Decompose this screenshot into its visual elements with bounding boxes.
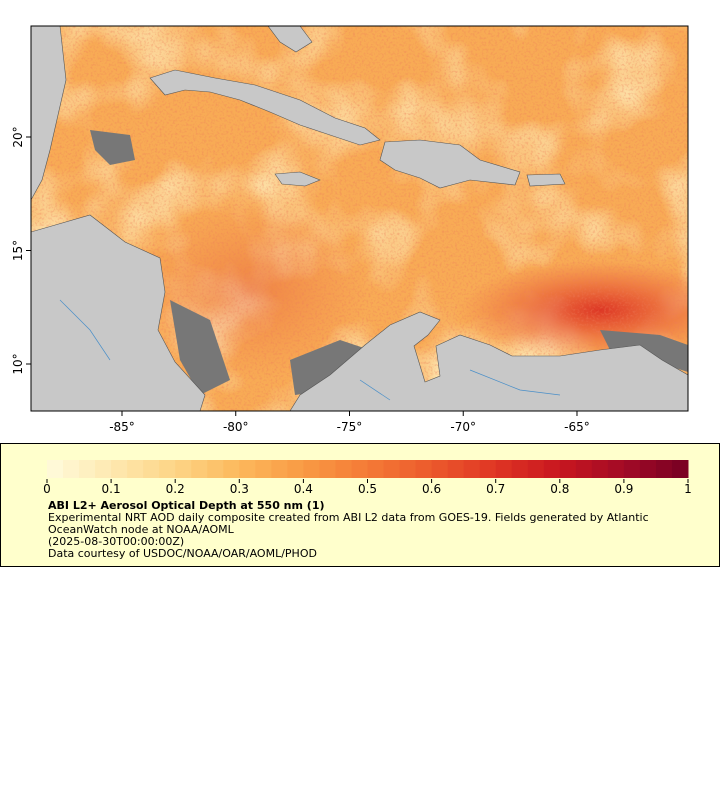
colorbar-swatch [207, 460, 224, 478]
colorbar-swatch [223, 460, 240, 478]
colorbar-swatch [623, 460, 641, 478]
y-tick-label: 15° [11, 240, 25, 261]
colorbar-swatch [431, 460, 449, 478]
colorbar-swatch [127, 460, 144, 478]
colorbar-swatch [383, 460, 401, 478]
colorbar-swatch [319, 460, 336, 478]
colorbar-swatch [159, 460, 176, 478]
colorbar-swatch [351, 460, 368, 478]
x-tick-label: -65° [564, 420, 590, 434]
colorbar-swatch [335, 460, 352, 478]
colorbar-swatch [639, 460, 657, 478]
legend-time: (2025-08-30T00:00:00Z) [48, 535, 185, 548]
y-tick-label: 10° [11, 353, 25, 374]
colorbar-tick-label: 0.8 [550, 482, 569, 496]
colorbar-tick-label: 0.9 [614, 482, 633, 496]
legend-description: Experimental NRT AOD daily composite cre… [48, 511, 649, 536]
colorbar-swatch [463, 460, 481, 478]
colorbar-swatch [287, 460, 304, 478]
colorbar-tick-label: 0.3 [230, 482, 249, 496]
colorbar-tick-label: 0 [43, 482, 51, 496]
colorbar-swatch [511, 460, 529, 478]
x-tick-label: -80° [223, 420, 249, 434]
rivers [59, 299, 561, 401]
colorbar-tick-label: 0.7 [486, 482, 505, 496]
colorbar-swatch [143, 460, 160, 478]
colorbar-swatch [79, 460, 96, 478]
x-tick-label: -85° [109, 420, 135, 434]
colorbar-swatch [303, 460, 320, 478]
colorbar-swatch [559, 460, 577, 478]
colorbar-swatch [95, 460, 112, 478]
colorbar-tick-label: 0.4 [294, 482, 313, 496]
colorbar-swatch [191, 460, 208, 478]
colorbar-swatch [111, 460, 128, 478]
map-figure: -85° -80° -75° -70° -65° 10° 15° 20° 0 0.1 0.2 0.3 0… [0, 25, 720, 567]
map-frame [30, 25, 689, 412]
map-raster [31, 26, 688, 411]
colorbar-swatch [527, 460, 545, 478]
colorbar-swatch [239, 460, 256, 478]
colorbar-swatch [543, 460, 561, 478]
colorbar-swatch [63, 460, 80, 478]
x-tick-label: -75° [337, 420, 363, 434]
legend-credit: Data courtesy of USDOC/NOAA/OAR/AOML/PHO… [48, 547, 317, 560]
colorbar-tick-label: 0.2 [166, 482, 185, 496]
colorbar-swatch [591, 460, 609, 478]
colorbar-swatch [415, 460, 433, 478]
colorbar-tick-label: 1 [684, 482, 692, 496]
colorbar-swatch [255, 460, 272, 478]
colorbar-swatch [479, 460, 497, 478]
colorbar-swatch [367, 460, 385, 478]
colorbar-tick-label: 0.1 [102, 482, 121, 496]
land [31, 26, 688, 411]
colorbar-swatch [655, 460, 673, 478]
colorbar-swatch [47, 460, 64, 478]
colorbar-swatch [495, 460, 513, 478]
legend-title: ABI L2+ Aerosol Optical Depth at 550 nm … [48, 499, 325, 512]
colorbar-swatch [175, 460, 192, 478]
colorbar-swatch [671, 460, 689, 478]
colorbar-swatch [399, 460, 417, 478]
colorbar-swatch [575, 460, 593, 478]
colorbar-tick-label: 0.5 [358, 482, 377, 496]
colorbar-swatch [271, 460, 288, 478]
colorbar-swatch [447, 460, 465, 478]
legend-text: ABI L2+ Aerosol Optical Depth at 550 nm … [48, 500, 688, 560]
colorbar-tick-label: 0.6 [422, 482, 441, 496]
colorbar-swatch [607, 460, 625, 478]
x-tick-label: -70° [450, 420, 476, 434]
y-tick-label: 20° [11, 126, 25, 147]
